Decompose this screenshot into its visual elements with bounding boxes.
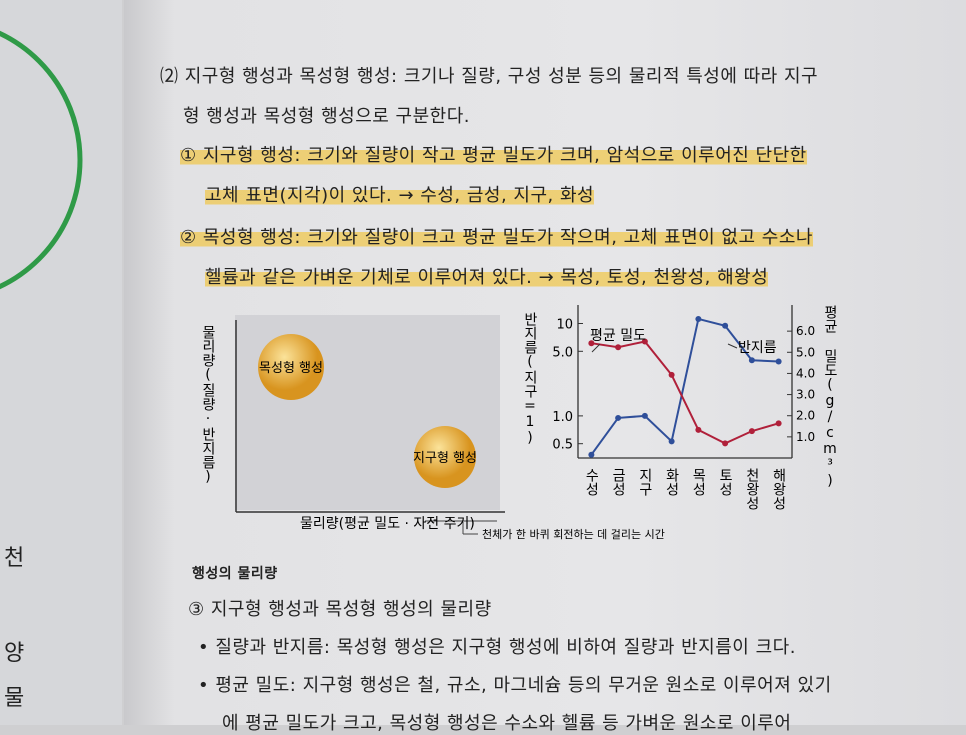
- bubble: [414, 426, 476, 488]
- y-tick-label: 10: [556, 317, 573, 332]
- series-line: [591, 340, 779, 445]
- y2-tick-label: 6.0: [796, 324, 815, 338]
- x-tick-label: 천왕성: [744, 468, 760, 510]
- margin-fragment: 물: [4, 686, 25, 711]
- x-tick-label: 목성: [690, 468, 706, 496]
- x-tick-label: 토성: [717, 468, 733, 496]
- series-label-leader: [591, 343, 601, 353]
- left-page-art: [0, 30, 83, 290]
- margin-fragment: 양: [4, 641, 25, 666]
- point: [775, 420, 782, 427]
- y-axis-title: 반지름(지구=1): [522, 312, 538, 446]
- series-label: 반지름: [738, 340, 777, 356]
- y2-axis-title: 평균 밀도(g/cm³): [822, 305, 838, 489]
- y2-tick-label: 1.0: [796, 430, 815, 444]
- point: [722, 322, 729, 329]
- section-line: • 질량과 반지름: 목성형 행성은 지구형 행성에 비하여 질량과 반지름이 …: [198, 637, 796, 658]
- section-line: 에 평균 밀도가 크고, 목성형 행성은 수소와 헬륨 등 가벼운 원소로 이루…: [222, 713, 792, 734]
- x-tick-label: 금성: [610, 468, 626, 496]
- y2-tick-label: 5.0: [796, 345, 815, 359]
- y2-tick-label: 3.0: [796, 388, 815, 402]
- x-tick-label: 지구: [637, 468, 653, 496]
- series-line: [590, 317, 779, 456]
- point: [588, 451, 595, 458]
- bubble: [258, 334, 324, 400]
- point: [615, 344, 622, 351]
- item-line: 헬륨과 같은 가벼운 기체로 이루어져 있다. → 목성, 토성, 천왕성, 해…: [205, 263, 769, 289]
- point: [695, 315, 702, 322]
- y2-tick-label: 4.0: [796, 366, 815, 380]
- x-tick-label: 화성: [664, 468, 680, 496]
- point: [775, 358, 782, 365]
- diagram-y-label: 물리량(질량·반지름): [200, 325, 216, 485]
- intro-line: ⑵ 지구형 행성과 목성형 행성: 크기나 질량, 구성 성분 등의 물리적 특…: [160, 66, 819, 87]
- bubble-label: 목성형 행성: [259, 360, 323, 376]
- section-line: • 평균 밀도: 지구형 행성은 철, 규소, 마그네슘 등의 무거운 원소로 …: [198, 675, 832, 696]
- item-line: ① 지구형 행성: 크기와 질량이 작고 평균 밀도가 크며, 암석으로 이루어…: [180, 141, 807, 167]
- bubble-label: 지구형 행성: [413, 450, 477, 466]
- point: [722, 440, 729, 447]
- point: [588, 340, 595, 347]
- y2-tick-label: 2.0: [796, 409, 815, 423]
- left-page: 천 양 물: [0, 0, 122, 725]
- point: [668, 371, 675, 378]
- point: [641, 412, 648, 419]
- green-circle: [0, 30, 83, 290]
- point: [748, 357, 755, 364]
- item-line: 고체 표면(지각)이 있다. → 수성, 금성, 지구, 화성: [205, 181, 595, 207]
- section-line: ③ 지구형 행성과 목성형 행성의 물리량: [188, 599, 492, 620]
- y-tick-label: 0.5: [552, 438, 573, 453]
- point: [668, 438, 675, 445]
- y-tick-label: 5.0: [552, 345, 573, 360]
- point: [748, 428, 755, 435]
- point: [615, 414, 622, 421]
- x-tick-label: 해왕성: [771, 468, 787, 510]
- item-line: ② 목성형 행성: 크기와 질량이 크고 평균 밀도가 작으며, 고체 표면이 …: [180, 223, 813, 249]
- x-tick-label: 수성: [583, 468, 599, 496]
- intro-line: 형 행성과 목성형 행성으로 구분한다.: [183, 106, 471, 127]
- section-heading: 행성의 물리량: [192, 566, 278, 582]
- margin-fragment: 천: [4, 546, 25, 571]
- diagram-note: 천체가 한 바퀴 회전하는 데 걸리는 시간: [482, 527, 665, 541]
- point: [695, 426, 702, 433]
- y-tick-label: 1.0: [552, 410, 573, 425]
- series-label: 평균 밀도: [590, 328, 646, 344]
- point: [641, 338, 648, 345]
- diagram-x-label: 물리량(평균 밀도 · 자전 주기): [300, 516, 475, 532]
- series-label-leader: [727, 343, 738, 349]
